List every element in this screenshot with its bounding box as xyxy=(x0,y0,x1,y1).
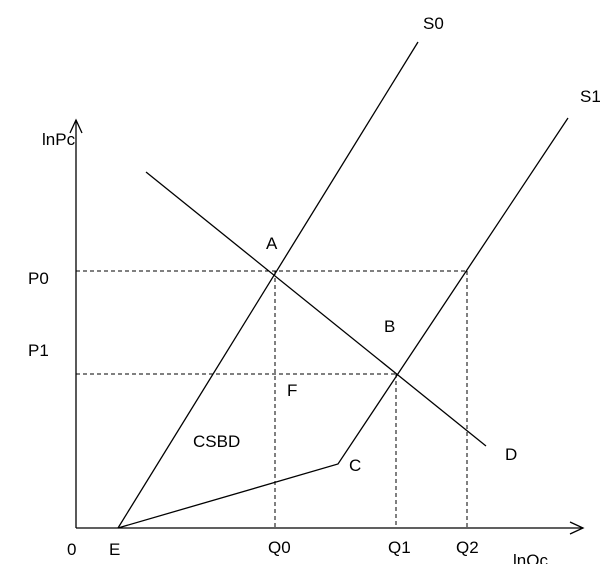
q0-label: Q0 xyxy=(268,538,291,557)
s1-label: S1 xyxy=(580,87,601,106)
p1-label: P1 xyxy=(28,341,49,360)
y-axis-label: lnPc xyxy=(42,130,76,149)
q1-label: Q1 xyxy=(388,538,411,557)
x-axis-label: lnQc xyxy=(513,551,548,564)
x-axis-arrowhead xyxy=(569,521,585,535)
demand-curve xyxy=(145,171,487,447)
point-e-label: E xyxy=(109,540,120,559)
point-c-label: C xyxy=(349,456,361,475)
supply-curve-s1 xyxy=(117,117,569,529)
y-axis-arrowhead xyxy=(69,118,83,134)
point-f-label: F xyxy=(287,381,297,400)
csbd-region-label: CSBD xyxy=(193,432,240,451)
p0-label: P0 xyxy=(28,269,49,288)
s0-label: S0 xyxy=(423,14,444,33)
point-d-label: D xyxy=(505,445,517,464)
point-b-label: B xyxy=(384,317,395,336)
q2-label: Q2 xyxy=(456,538,479,557)
origin-label: 0 xyxy=(67,540,76,559)
supply-curve-s0 xyxy=(117,41,419,529)
point-a-label: A xyxy=(266,234,278,253)
